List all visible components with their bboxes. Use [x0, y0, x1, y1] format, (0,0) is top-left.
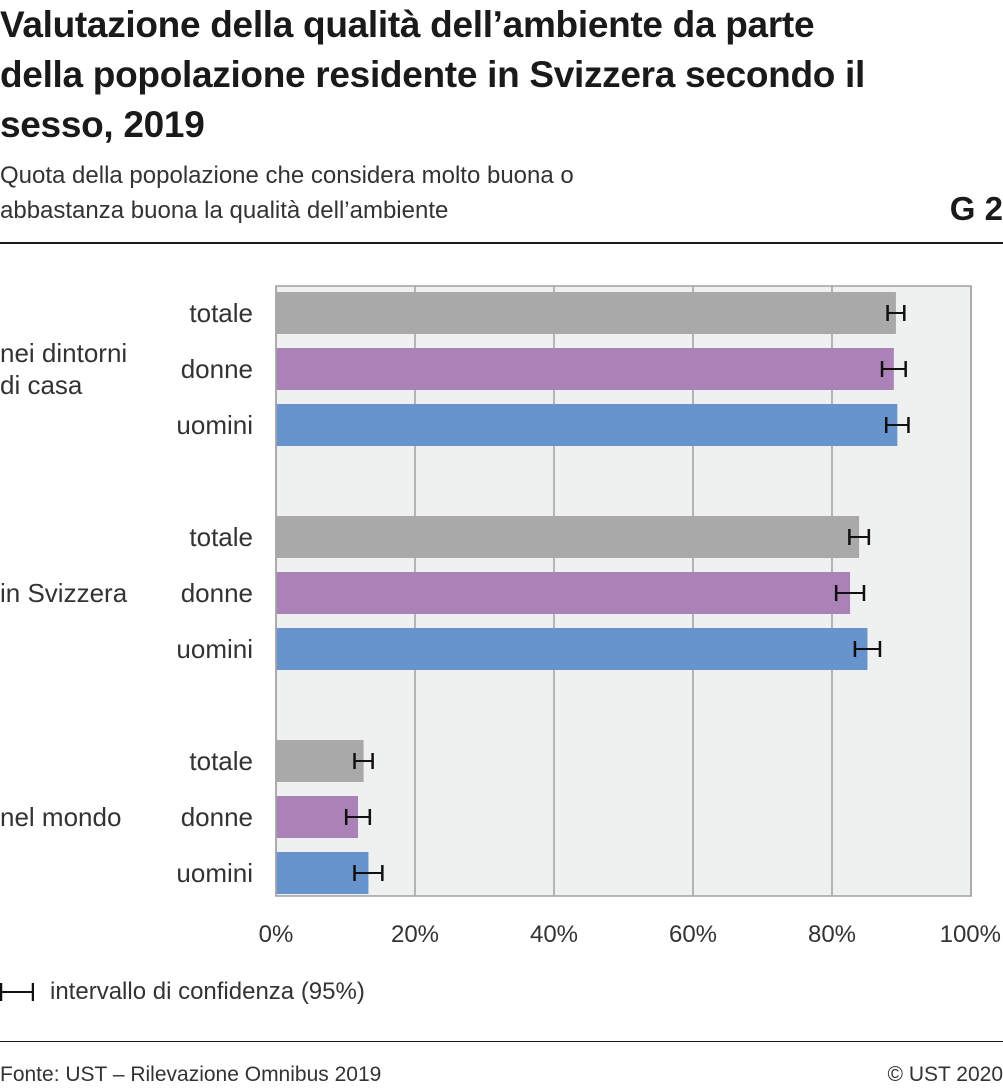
group-label-line: nei dintorni — [0, 338, 127, 368]
category-label: donne — [181, 578, 253, 608]
group-label: nel mondo — [0, 802, 121, 832]
group-label-line: nel mondo — [0, 802, 121, 832]
category-label: totale — [189, 746, 253, 776]
legend: intervallo di confidenza (95%) — [0, 975, 365, 1009]
category-label: totale — [189, 522, 253, 552]
category-label: uomini — [176, 858, 253, 888]
bar-uomini — [276, 852, 369, 894]
legend-label: intervallo di confidenza (95%) — [50, 978, 365, 1005]
confidence-interval-icon — [0, 983, 34, 1001]
group-label: in Svizzera — [0, 578, 128, 608]
bar-totale — [276, 516, 860, 558]
x-tick-label: 100% — [940, 921, 1001, 948]
category-label: donne — [181, 802, 253, 832]
x-tick-label: 80% — [808, 921, 856, 948]
bar-uomini — [276, 628, 868, 670]
header-rule — [0, 242, 1003, 244]
category-label: uomini — [176, 410, 253, 440]
source-note: Fonte: UST – Rilevazione Omnibus 2019 — [0, 1063, 382, 1086]
category-label: totale — [189, 298, 253, 328]
chart-subtitle: Quota della popolazione che considera mo… — [0, 162, 574, 224]
copyright-note: © UST 2020 — [887, 1063, 1003, 1086]
chart-title: Valutazione della qualità dell’ambiente … — [0, 4, 865, 145]
x-tick-label: 20% — [391, 921, 439, 948]
group-label-line: di casa — [0, 370, 83, 400]
group-label: nei dintorni di casa — [0, 338, 127, 400]
bar-totale — [276, 740, 364, 782]
footer-rule — [0, 1041, 1003, 1042]
group-label-line: in Svizzera — [0, 578, 128, 608]
bar-totale — [276, 292, 896, 334]
x-tick-label: 0% — [259, 921, 294, 948]
category-label: uomini — [176, 634, 253, 664]
bar-donne — [276, 796, 359, 838]
figure-id: G 2 — [949, 190, 1003, 227]
x-tick-label: 40% — [530, 921, 578, 948]
bar-uomini — [276, 404, 898, 446]
category-label: donne — [181, 354, 253, 384]
plot-frame — [275, 285, 972, 897]
bar-donne — [276, 348, 894, 390]
bar-donne — [276, 572, 851, 614]
x-tick-label: 60% — [669, 921, 717, 948]
